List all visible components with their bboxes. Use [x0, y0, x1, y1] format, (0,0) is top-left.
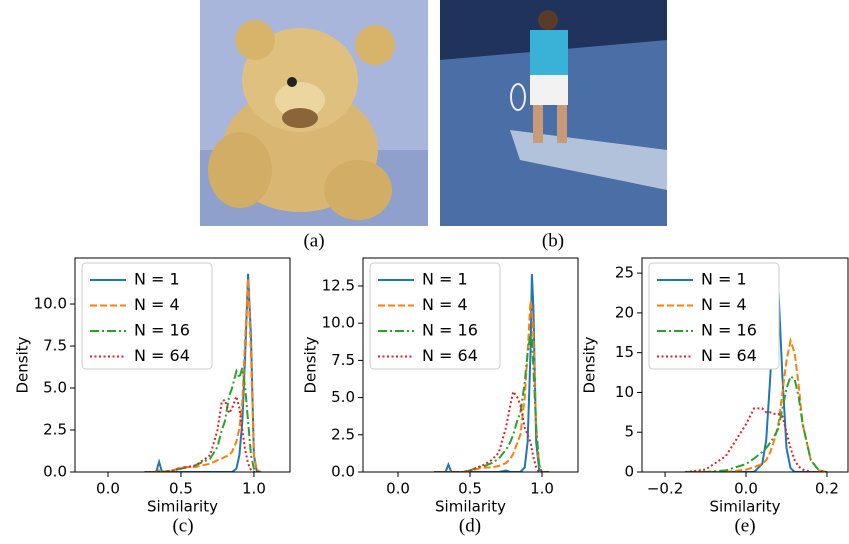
x-tick-label: 0.0 — [96, 480, 120, 498]
legend-label: N = 64 — [701, 346, 757, 365]
density-line — [434, 389, 550, 472]
legend-label: N = 1 — [422, 270, 468, 289]
x-tick-label: 1.0 — [242, 480, 266, 498]
legend-label: N = 16 — [422, 321, 478, 340]
legend-box — [81, 262, 213, 370]
density-line — [434, 333, 550, 472]
caption: (d) — [459, 515, 481, 536]
legend-label: N = 64 — [422, 346, 478, 365]
y-tick-label: 5.0 — [331, 388, 355, 406]
x-axis-label: Similarity — [435, 498, 506, 516]
x-tick-label: −0.2 — [647, 480, 683, 498]
y-tick-label: 7.5 — [331, 351, 355, 369]
x-tick-label: 0.0 — [386, 480, 410, 498]
y-tick-label: 10.0 — [322, 314, 355, 332]
legend-label: N = 4 — [701, 295, 747, 314]
x-tick-label: 0.2 — [815, 480, 839, 498]
x-axis-label: Similarity — [147, 498, 218, 516]
density-line — [144, 278, 262, 472]
y-axis-label: Density — [14, 336, 32, 393]
image-tennis — [440, 0, 667, 226]
y-axis-label: Density — [581, 336, 599, 393]
y-tick-label: 0.0 — [43, 463, 67, 481]
y-tick-label: 7.5 — [43, 337, 67, 355]
axes-frame — [641, 257, 849, 473]
legend-label: N = 4 — [134, 295, 180, 314]
y-tick-label: 5 — [624, 423, 634, 441]
image-teddy — [200, 0, 428, 226]
legend-box — [369, 262, 501, 370]
caption: (e) — [734, 515, 755, 536]
x-axis-label: Similarity — [710, 498, 781, 516]
legend-label: N = 4 — [422, 295, 468, 314]
y-tick-label: 20 — [615, 303, 634, 321]
x-tick-label: 0.0 — [734, 480, 758, 498]
legend-label: N = 1 — [134, 270, 180, 289]
y-axis-label: Density — [302, 336, 320, 393]
y-tick-label: 5.0 — [43, 379, 67, 397]
x-tick-label: 1.0 — [530, 480, 554, 498]
y-tick-label: 12.5 — [322, 276, 355, 294]
density-line — [144, 367, 262, 472]
legend-label: N = 1 — [701, 270, 747, 289]
axes-frame — [74, 257, 291, 473]
y-tick-label: 2.5 — [43, 421, 67, 439]
density-line — [434, 274, 550, 472]
legend-label: N = 16 — [701, 321, 757, 340]
y-tick-label: 2.5 — [331, 425, 355, 443]
y-tick-label: 25 — [615, 264, 634, 282]
x-tick-label: 0.5 — [169, 480, 193, 498]
legend-label: N = 16 — [134, 321, 190, 340]
caption: (b) — [542, 230, 564, 251]
density-line — [144, 393, 262, 472]
caption: (c) — [172, 515, 193, 536]
y-tick-label: 0 — [624, 463, 634, 481]
legend-label: N = 64 — [134, 346, 190, 365]
caption: (a) — [303, 230, 324, 251]
x-tick-label: 0.5 — [458, 480, 482, 498]
y-tick-label: 15 — [615, 343, 634, 361]
legend-box — [648, 262, 780, 370]
density-line — [685, 375, 828, 472]
axes-frame — [362, 257, 579, 473]
y-tick-label: 10 — [615, 383, 634, 401]
y-tick-label: 0.0 — [331, 463, 355, 481]
y-tick-label: 10.0 — [34, 295, 67, 313]
density-line — [434, 300, 550, 472]
